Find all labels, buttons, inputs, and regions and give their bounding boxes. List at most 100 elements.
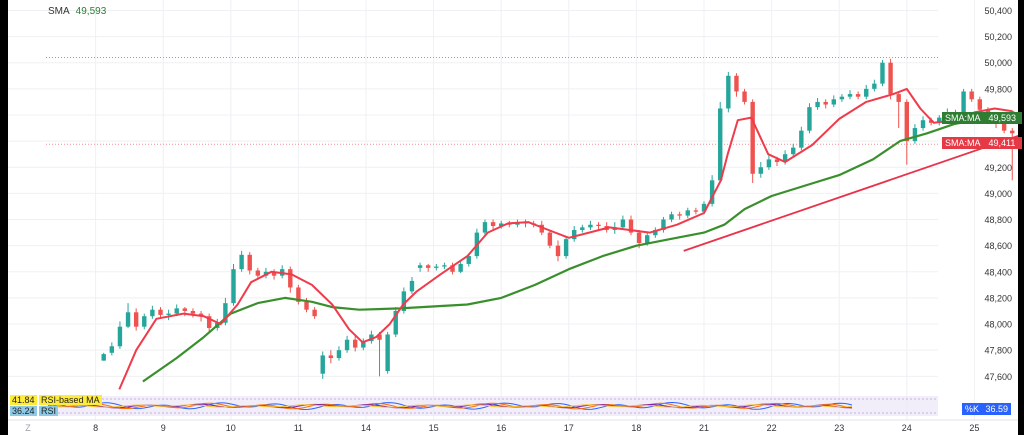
- candle-up: [872, 83, 877, 89]
- legend-name: SMA: [48, 6, 70, 17]
- price-tick-label: 49,800: [984, 84, 1012, 94]
- candle-up: [320, 355, 325, 374]
- candle-up: [409, 280, 415, 292]
- candle-up: [864, 88, 869, 97]
- candle-down: [896, 94, 901, 102]
- candle-up: [912, 128, 918, 142]
- candle-up: [499, 223, 504, 227]
- candle-down: [158, 309, 163, 315]
- candle-up: [434, 266, 439, 268]
- candle-down: [377, 334, 382, 340]
- time-tick-label: 9: [161, 423, 166, 433]
- candle-up: [961, 91, 966, 115]
- candle-up: [580, 227, 585, 230]
- time-tick-label: 8: [93, 423, 98, 433]
- candle-down: [855, 94, 861, 97]
- rsi-text: RSI: [39, 406, 59, 416]
- candle-up: [109, 346, 115, 353]
- candle-down: [328, 355, 334, 359]
- candle-up: [791, 147, 796, 155]
- candle-down: [628, 219, 634, 233]
- candle-up: [920, 120, 926, 129]
- candle-up: [766, 159, 772, 168]
- time-tick-label: 22: [767, 423, 777, 433]
- candle-up: [726, 75, 731, 109]
- candle-up: [385, 334, 390, 372]
- candle-down: [296, 287, 301, 302]
- candle-down: [304, 301, 309, 310]
- candle-down: [734, 75, 739, 92]
- candle-up: [101, 354, 106, 361]
- time-tick-label: 10: [226, 423, 236, 433]
- time-tick-label: 25: [969, 423, 979, 433]
- candle-up: [620, 219, 626, 228]
- candle-up: [661, 219, 666, 230]
- chart-frame: 47,600 47,800 48,000 48,200 48,400 48,600 48,8…: [8, 0, 1022, 435]
- time-tick-label: 21: [699, 423, 709, 433]
- time-tick-label: 16: [496, 423, 506, 433]
- candle-up: [369, 334, 374, 342]
- rsi-ma-text: RSI-based MA: [39, 395, 102, 405]
- time-tick-label: 18: [631, 423, 641, 433]
- candle-down: [206, 316, 212, 328]
- candles: [101, 58, 1015, 379]
- time-tick-label: 23: [834, 423, 844, 433]
- candle-up: [150, 309, 155, 317]
- candle-up: [442, 265, 447, 267]
- chart-canvas[interactable]: 47,600 47,800 48,000 48,200 48,400 48,600 48,8…: [8, 0, 1018, 435]
- candle-up: [701, 203, 707, 212]
- stoch-k-value: 36.59: [985, 404, 1009, 414]
- candle-down: [288, 269, 293, 288]
- candle-down: [888, 62, 893, 95]
- rsi-ma-line: [47, 404, 853, 408]
- grid: [8, 0, 975, 420]
- time-tick-label: 11: [294, 423, 303, 433]
- candle-up: [401, 291, 407, 311]
- candle-down: [1010, 130, 1015, 134]
- candle-down: [928, 120, 934, 123]
- rsi-label: 36.24 RSI: [10, 406, 59, 416]
- price-tick-label: 47,600: [984, 372, 1012, 382]
- candle-up: [142, 316, 147, 327]
- candle-down: [425, 265, 431, 268]
- candle-up: [653, 229, 658, 236]
- candle-down: [539, 224, 544, 233]
- time-tick-label: Z: [25, 423, 31, 433]
- candle-up: [239, 254, 244, 270]
- dotted-levels: [46, 56, 938, 145]
- candle-down: [904, 101, 909, 142]
- sma-fast-line: [118, 87, 1018, 390]
- candle-down: [190, 310, 196, 314]
- candle-up: [807, 107, 812, 131]
- time-tick-label: 24: [902, 423, 912, 433]
- candle-up: [563, 239, 569, 257]
- price-tick-label: 47,800: [984, 346, 1012, 356]
- candle-down: [352, 339, 358, 348]
- candle-up: [839, 96, 845, 100]
- candle-down: [693, 210, 699, 212]
- candle-up: [344, 339, 350, 351]
- time-tick-label: 15: [429, 423, 439, 433]
- candle-up: [417, 265, 423, 268]
- candle-up: [125, 312, 131, 327]
- candle-down: [677, 214, 682, 216]
- candle-down: [774, 159, 780, 163]
- candle-up: [758, 167, 763, 174]
- sma-slow-tag-value: 49,593: [988, 113, 1017, 123]
- sma-fast-tag-name: SMA:MA: [945, 138, 981, 148]
- candle-up: [937, 117, 942, 123]
- legend-value: 49,593: [75, 6, 107, 17]
- price-axis: 47,600 47,800 48,000 48,200 48,400 48,600 48,8…: [984, 6, 1012, 382]
- price-tick-label: 48,000: [984, 320, 1012, 330]
- candle-up: [799, 130, 804, 148]
- candle-down: [547, 232, 553, 246]
- candle-up: [718, 108, 723, 181]
- candle-down: [823, 101, 828, 105]
- sma-fast-tag-value: 49,411: [988, 138, 1016, 148]
- candle-up: [166, 313, 171, 315]
- candle-down: [133, 312, 139, 327]
- sma-fast-tag: SMA:MA 49,411: [942, 137, 1022, 149]
- candle-down: [255, 270, 261, 276]
- candle-up: [466, 256, 471, 264]
- candle-down: [555, 245, 561, 257]
